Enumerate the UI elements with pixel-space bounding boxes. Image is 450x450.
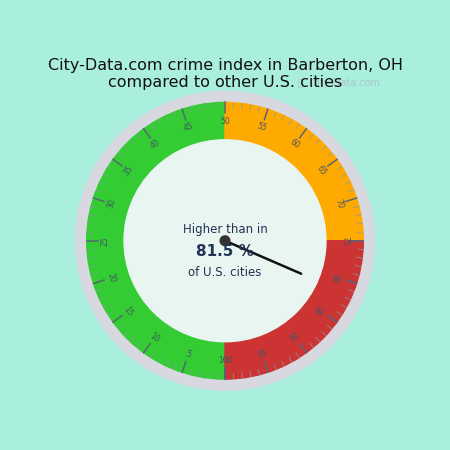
Text: 40: 40 (148, 137, 161, 150)
Text: 15: 15 (122, 305, 135, 318)
Circle shape (124, 140, 326, 342)
Text: 70: 70 (333, 198, 345, 210)
Text: 100: 100 (218, 356, 232, 365)
Text: 35: 35 (122, 164, 135, 177)
Text: of U.S. cities: of U.S. cities (188, 266, 262, 279)
Text: compared to other U.S. cities: compared to other U.S. cities (108, 75, 342, 90)
Text: 85: 85 (315, 305, 328, 318)
Text: ⓘ  City-Data.com: ⓘ City-Data.com (298, 77, 380, 87)
Text: 5: 5 (184, 350, 192, 360)
Text: 75: 75 (340, 236, 349, 246)
Wedge shape (87, 103, 225, 379)
Text: 30: 30 (105, 198, 117, 210)
Text: 20: 20 (105, 272, 117, 284)
Circle shape (220, 236, 230, 246)
Text: 65: 65 (315, 164, 328, 177)
Wedge shape (225, 241, 363, 379)
Text: 95: 95 (256, 349, 268, 360)
Text: 80: 80 (333, 272, 345, 284)
Text: 0: 0 (223, 356, 227, 365)
Text: 90: 90 (289, 331, 302, 344)
Text: 25: 25 (101, 236, 110, 246)
Text: 10: 10 (148, 331, 161, 344)
Text: Higher than in: Higher than in (183, 223, 267, 236)
Text: 81.5 %: 81.5 % (196, 244, 254, 259)
Text: 60: 60 (289, 137, 302, 150)
Text: 50: 50 (220, 117, 230, 126)
Text: City-Data.com crime index in Barberton, OH: City-Data.com crime index in Barberton, … (48, 58, 402, 73)
Circle shape (76, 91, 374, 390)
Text: 45: 45 (182, 121, 194, 133)
Text: 55: 55 (256, 121, 268, 133)
Wedge shape (225, 103, 363, 241)
